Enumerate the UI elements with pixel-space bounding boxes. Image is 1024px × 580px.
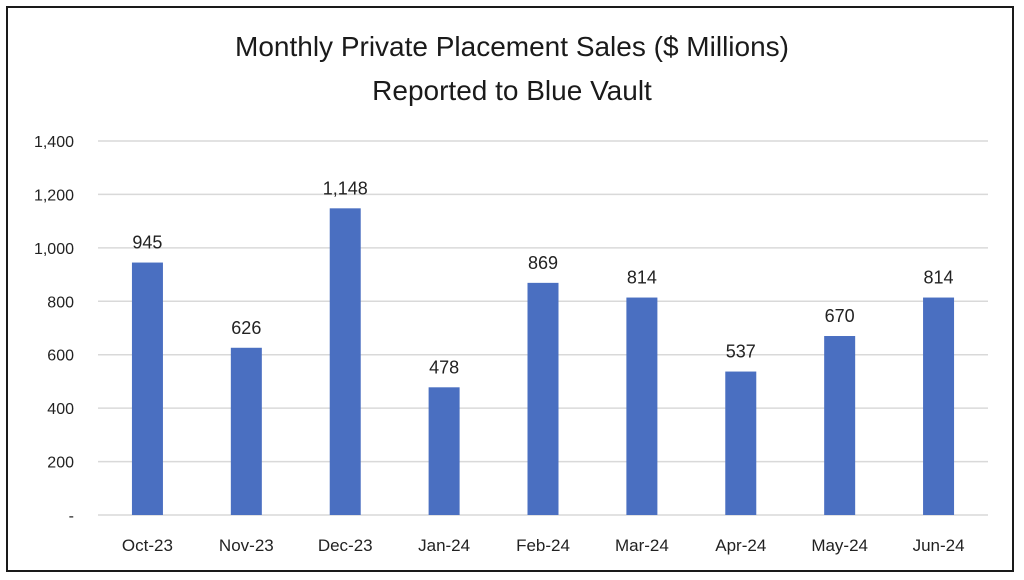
data-label: 814 xyxy=(924,268,954,288)
y-tick-label: 1,200 xyxy=(34,187,74,204)
data-label: 814 xyxy=(627,268,657,288)
x-category-label: Nov-23 xyxy=(219,536,274,555)
data-label: 869 xyxy=(528,253,558,273)
y-tick-label: 600 xyxy=(47,348,74,365)
x-category-label: Oct-23 xyxy=(122,536,173,555)
x-category-label: Apr-24 xyxy=(715,536,766,555)
y-axis-tick-labels: - 200 400 600 800 1,000 1,200 1,400 xyxy=(34,134,74,525)
chart-subtitle: Reported to Blue Vault xyxy=(372,75,652,106)
bar-oct-23 xyxy=(131,262,163,515)
data-label: 478 xyxy=(429,357,459,377)
y-tick-label: 1,400 xyxy=(34,134,74,151)
bar-dec-23 xyxy=(329,208,361,515)
x-category-label: May-24 xyxy=(811,536,868,555)
bars xyxy=(131,208,955,515)
data-label: 626 xyxy=(231,318,261,338)
data-label: 1,148 xyxy=(323,178,368,198)
data-label: 945 xyxy=(132,233,162,253)
x-category-label: Feb-24 xyxy=(516,536,570,555)
bar-apr-24 xyxy=(725,371,757,515)
x-category-label: Jan-24 xyxy=(418,536,470,555)
x-category-label: Dec-23 xyxy=(318,536,373,555)
y-tick-label: - xyxy=(69,508,74,525)
x-axis-category-labels: Oct-23 Nov-23 Dec-23 Jan-24 Feb-24 Mar-24 Apr-… xyxy=(122,536,965,555)
x-category-label: Jun-24 xyxy=(913,536,965,555)
y-tick-label: 400 xyxy=(47,401,74,418)
x-category-label: Mar-24 xyxy=(615,536,669,555)
chart-title: Monthly Private Placement Sales ($ Milli… xyxy=(235,31,789,62)
bar-nov-23 xyxy=(230,347,262,515)
bar-mar-24 xyxy=(626,297,658,515)
y-tick-label: 1,000 xyxy=(34,241,74,258)
bar-feb-24 xyxy=(527,282,559,515)
y-tick-label: 200 xyxy=(47,455,74,472)
data-labels: 945 626 1,148 478 869 814 537 670 814 xyxy=(132,178,953,377)
bar-jan-24 xyxy=(428,387,460,515)
data-label: 537 xyxy=(726,342,756,362)
y-tick-label: 800 xyxy=(47,294,74,311)
bar-jun-24 xyxy=(923,297,955,515)
bar-may-24 xyxy=(824,336,856,515)
data-label: 670 xyxy=(825,306,855,326)
